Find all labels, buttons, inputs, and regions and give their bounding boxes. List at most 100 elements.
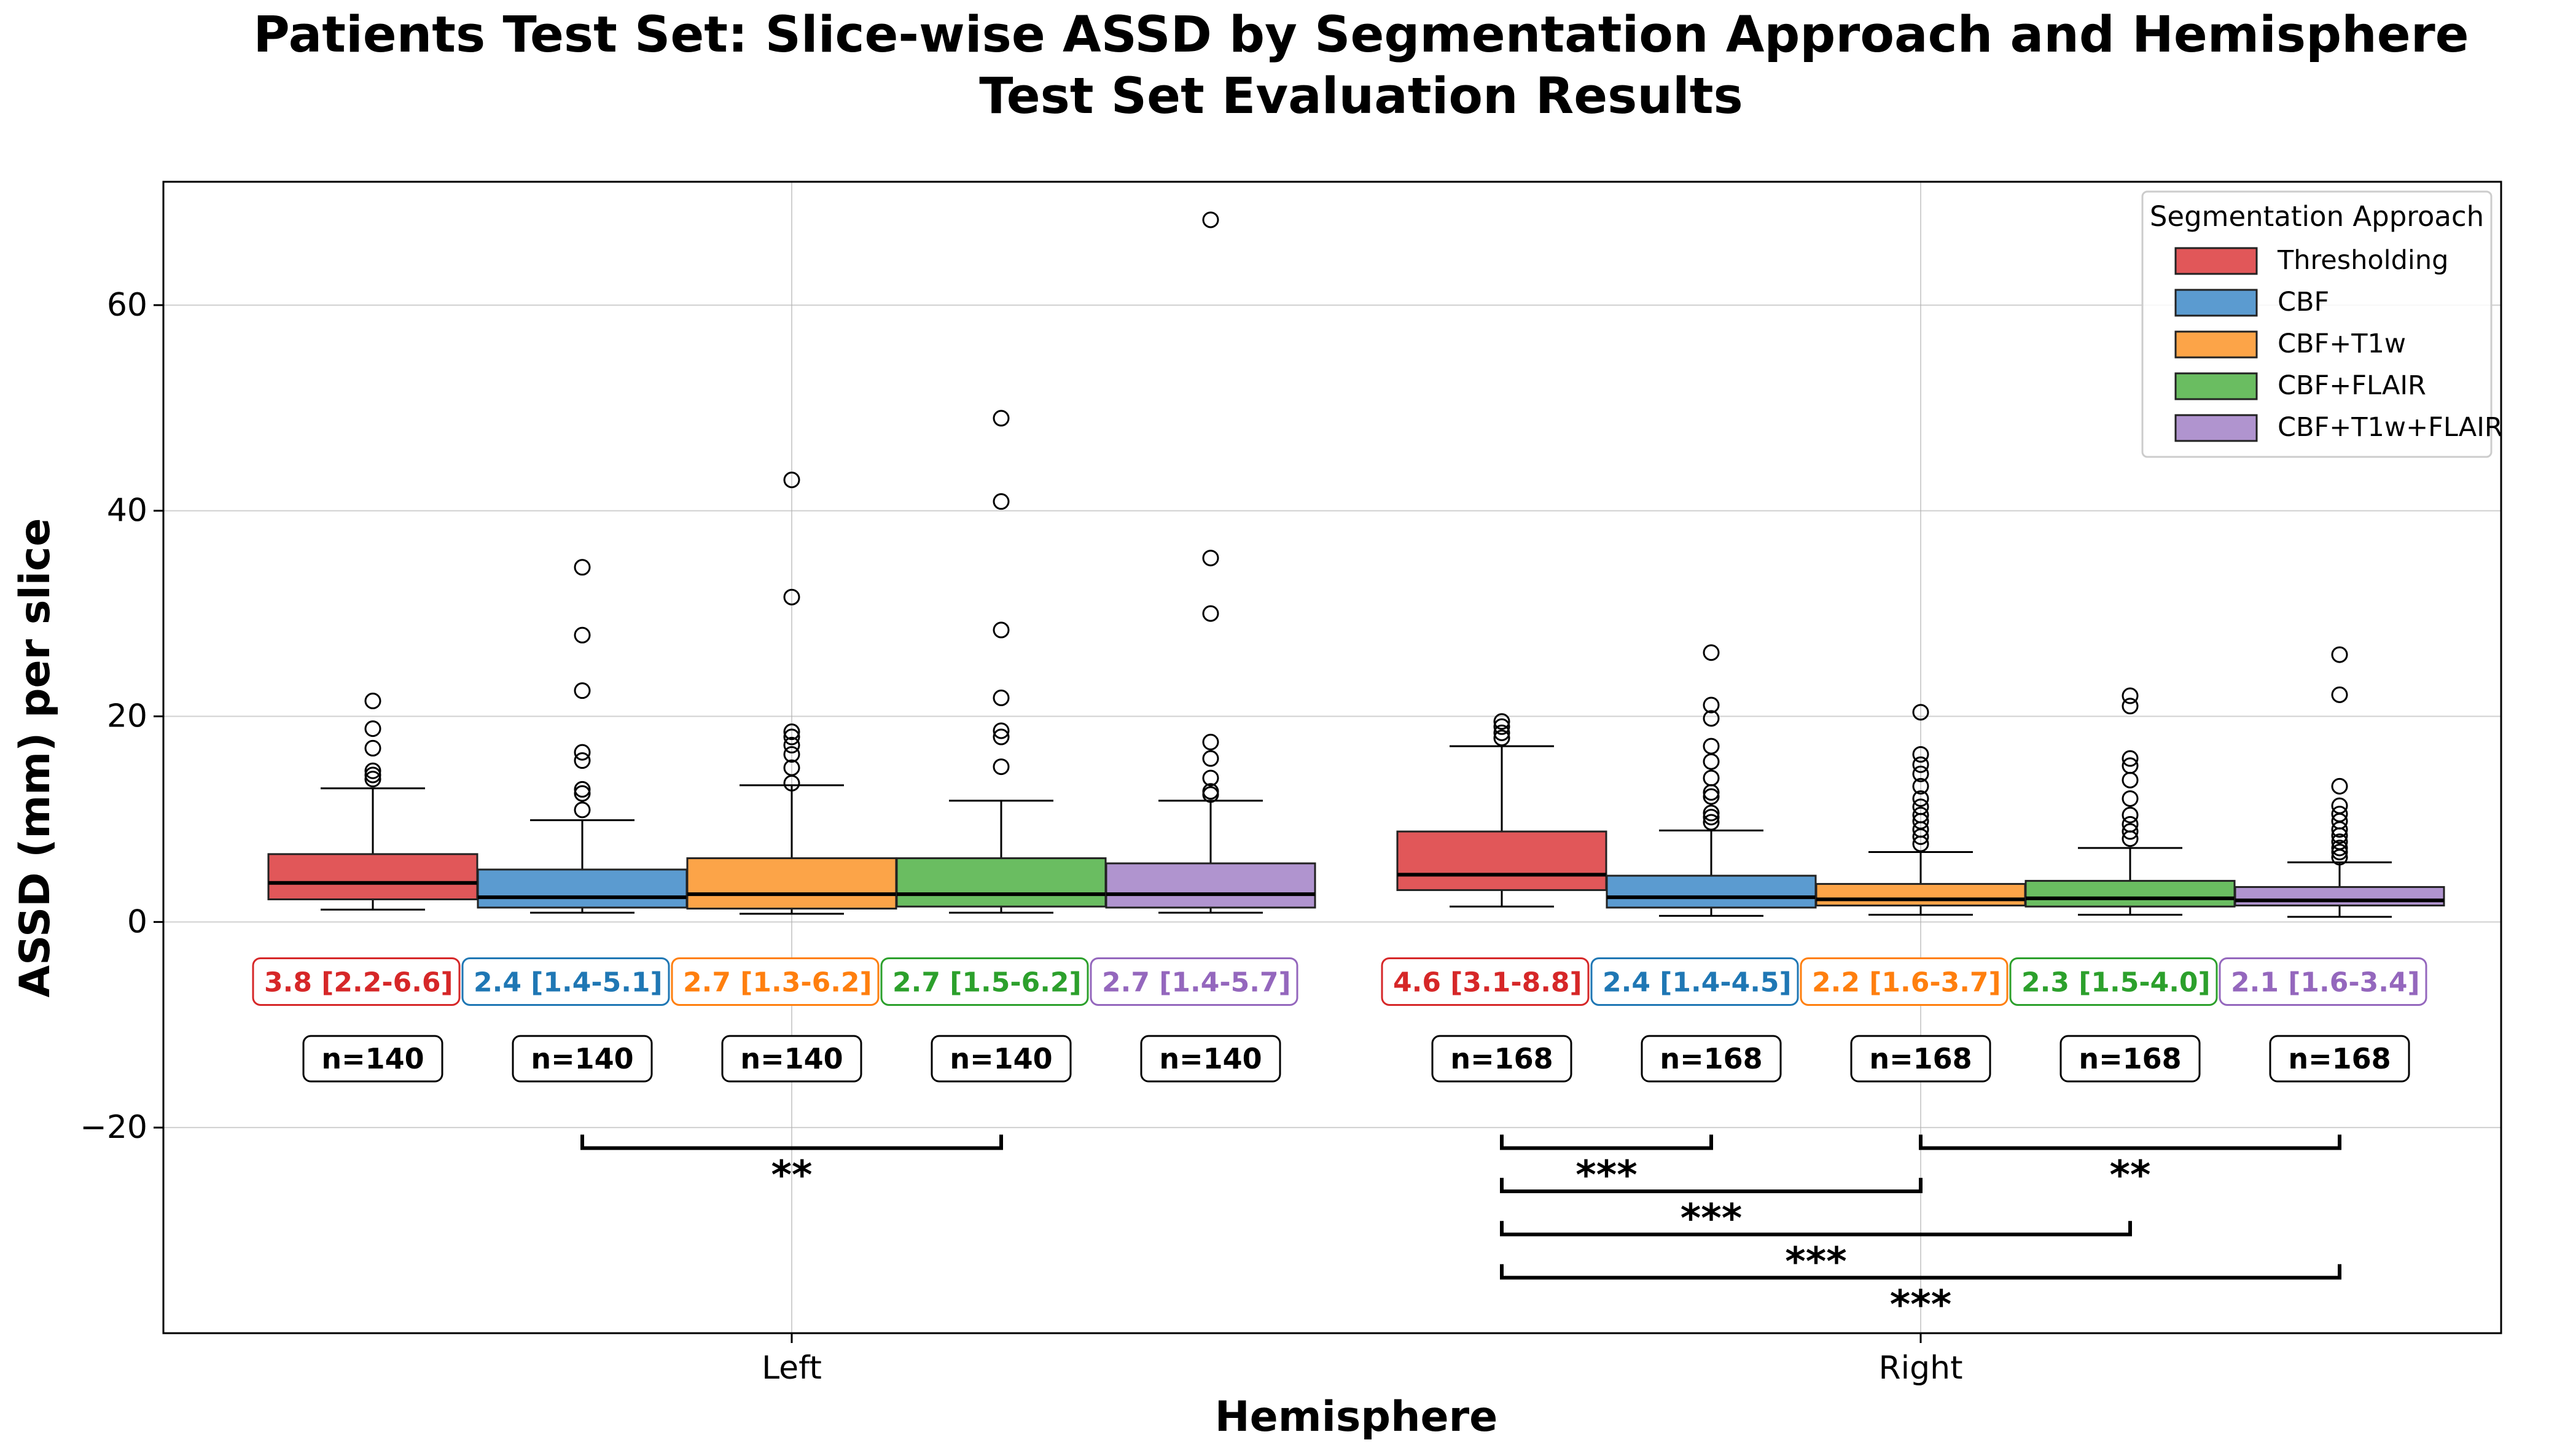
outlier-point (1703, 753, 1720, 770)
significance-brackets: ** *** *********** (580, 1134, 2341, 1328)
outlier-point (2331, 646, 2348, 663)
outlier-point (783, 746, 800, 763)
legend-swatch (2174, 330, 2258, 359)
n-label-box (1850, 1035, 1991, 1083)
box-right-cbf-flair (2024, 687, 2236, 916)
legend-label: CBF+FLAIR (2278, 370, 2426, 401)
n-label-box (721, 1035, 862, 1083)
box-iqr (2234, 886, 2445, 907)
outlier-point (574, 744, 591, 761)
stat-label-right-cbf-t1w-flair: 2.1 [1.6-3.4] (2231, 967, 2420, 998)
y-tick-label: 0 (127, 903, 147, 940)
outlier-point (1703, 809, 1720, 826)
x-axis-label: Hemisphere (1215, 1393, 1498, 1441)
outlier-point (2331, 686, 2348, 703)
outlier-point (2122, 750, 2139, 767)
legend-entry-cbf-t1w: CBF+T1w (2174, 329, 2406, 359)
n-label-left-cbf-flair: n=140 (950, 1042, 1052, 1075)
y-axis-ticks: −20 0 20 40 60 (80, 287, 163, 1146)
n-label-box (512, 1035, 653, 1083)
box-iqr (477, 868, 688, 909)
box-left-cbf (477, 559, 688, 914)
legend-title: Segmentation Approach (2150, 200, 2484, 233)
outlier-point (364, 762, 381, 779)
n-label-right-cbf: n=168 (1660, 1042, 1762, 1075)
outlier-point (783, 728, 800, 746)
outlier-point (1703, 804, 1720, 822)
y-tick-label: 60 (107, 287, 147, 324)
grid-lines (163, 182, 2501, 1333)
outlier-point (1703, 769, 1720, 787)
outlier-point (574, 559, 591, 576)
outlier-point (2331, 839, 2348, 857)
outlier-point (1912, 777, 1929, 795)
box-right-thresholding (1396, 713, 1607, 908)
outlier-point (2331, 833, 2348, 851)
significance-bracket: *** (1500, 1264, 2341, 1328)
stat-label-box (461, 957, 670, 1006)
outlier-point (993, 722, 1010, 739)
box-right-cbf (1606, 644, 1817, 917)
outlier-point (574, 785, 591, 802)
outlier-point (993, 728, 1010, 746)
legend-entry-cbf: CBF (2174, 287, 2329, 317)
stat-label-box (252, 957, 461, 1006)
stat-label-left-thresholding: 3.8 [2.2-6.6] (264, 967, 453, 998)
outlier-point (574, 752, 591, 769)
stat-label-right-cbf-flair: 2.3 [1.5-4.0] (2021, 967, 2211, 998)
outlier-point (2331, 797, 2348, 814)
n-label-left-cbf: n=140 (531, 1042, 633, 1075)
outlier-point (783, 723, 800, 741)
boxes (267, 211, 2445, 918)
box-right-cbf-t1w (1815, 704, 2026, 916)
stat-label-right-cbf-t1w: 2.2 [1.6-3.7] (1812, 967, 2001, 998)
stat-label-box (2009, 957, 2218, 1006)
legend-label: CBF+T1w+FLAIR (2278, 412, 2503, 443)
box-iqr (686, 857, 897, 910)
outlier-point (2122, 790, 2139, 807)
outlier-point (2122, 687, 2139, 704)
outlier-point (2122, 771, 2139, 788)
box-labels: 3.8 [2.2-6.6] n=140 2.4 [1.4-5.1] n=140 2.7 … (252, 957, 2427, 1083)
significance-bracket: ** (1919, 1134, 2341, 1199)
outlier-point (1202, 211, 1219, 228)
outlier-point (1912, 746, 1929, 763)
outlier-point (1202, 750, 1219, 767)
bracket-line (580, 1134, 1003, 1150)
significance-label: ** (2110, 1153, 2151, 1199)
legend: Segmentation Approach Thresholding CBF CBF… (2141, 190, 2503, 458)
box-iqr (896, 857, 1107, 908)
bracket-line (1500, 1134, 1713, 1150)
stat-label-box (671, 957, 880, 1006)
box-iqr (267, 853, 478, 901)
significance-label: *** (1890, 1283, 1951, 1328)
outlier-point (993, 621, 1010, 639)
bracket-line (1919, 1134, 2341, 1150)
legend-swatch (2174, 414, 2258, 442)
outlier-point (1493, 718, 1510, 735)
outlier-point (1703, 738, 1720, 755)
outlier-point (1703, 788, 1720, 805)
outlier-point (1493, 724, 1510, 741)
outlier-point (2122, 757, 2139, 774)
stat-label-right-cbf: 2.4 [1.4-4.5] (1603, 967, 1792, 998)
significance-label: ** (771, 1153, 813, 1199)
outlier-point (1202, 550, 1219, 567)
chart-title: Patients Test Set: Slice-wise ASSD by Se… (253, 6, 2469, 64)
outlier-point (1703, 814, 1720, 831)
y-tick-label: −20 (80, 1109, 147, 1146)
outlier-point (993, 689, 1010, 706)
n-label-right-thresholding: n=168 (1450, 1042, 1553, 1075)
outlier-point (574, 626, 591, 644)
stat-label-box (1590, 957, 1799, 1006)
x-tick-label-right: Right (1879, 1350, 1963, 1387)
legend-entries: Thresholding CBF CBF+T1w CBF+FLAIR CBF+T1w+F… (2174, 245, 2503, 443)
box-left-cbf-flair (896, 410, 1107, 914)
outlier-point (1912, 790, 1929, 807)
outlier-point (1912, 806, 1929, 823)
legend-label: CBF (2278, 287, 2329, 317)
outlier-point (574, 801, 591, 819)
outlier-point (1912, 756, 1929, 773)
legend-entry-thresholding: Thresholding (2174, 245, 2448, 276)
